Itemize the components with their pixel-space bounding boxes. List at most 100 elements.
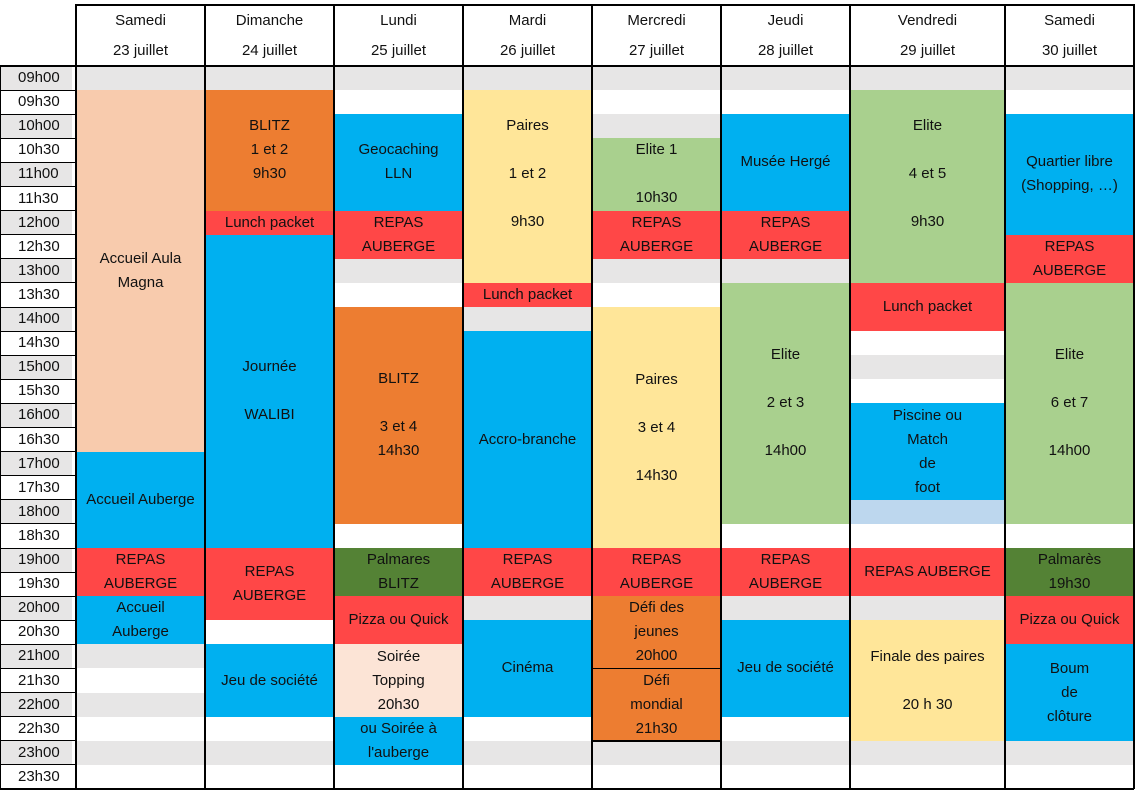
event-block[interactable]: Défi des jeunes 20h00 [592, 596, 721, 669]
event-block[interactable]: Paires 1 et 2 9h30 [463, 90, 592, 283]
column-divider [849, 4, 851, 789]
time-label: 22h00 [0, 692, 72, 717]
day-name: Samedi [1044, 12, 1095, 29]
event-block[interactable]: BLITZ 1 et 2 9h30 [205, 90, 334, 211]
time-label: 18h30 [0, 523, 72, 548]
day-name: Dimanche [235, 12, 304, 29]
event-block[interactable]: ou Soirée à l'auberge [334, 716, 463, 765]
time-label: 09h30 [0, 90, 72, 115]
day-date: 26 juillet [499, 42, 556, 59]
row-divider [0, 137, 76, 139]
row-divider [0, 306, 76, 308]
row-divider [0, 764, 76, 766]
time-label: 13h00 [0, 258, 72, 283]
time-label: 20h30 [0, 620, 72, 645]
event-block[interactable]: Lunch packet [850, 282, 1005, 332]
event-block[interactable]: Quartier libre (Shopping, …) [1005, 114, 1134, 235]
day-header: Lundi 25 juillet [334, 4, 463, 66]
time-label: 10h00 [0, 114, 72, 139]
event-block[interactable]: REPAS AUBERGE [592, 210, 721, 259]
row-divider [0, 547, 76, 549]
time-label: 19h00 [0, 548, 72, 572]
event-block[interactable]: Elite 1 10h30 [592, 138, 721, 211]
event-block[interactable]: Accueil Aula Magna [76, 90, 205, 452]
event-block[interactable]: REPAS AUBERGE [205, 548, 334, 621]
time-label: 21h30 [0, 668, 72, 693]
event-block[interactable]: Paires 3 et 4 14h30 [592, 307, 721, 548]
border-line [592, 667, 721, 669]
event-block[interactable]: Elite 2 et 3 14h00 [721, 282, 850, 524]
event-block[interactable]: REPAS AUBERGE [1005, 234, 1134, 283]
time-label: 17h00 [0, 451, 72, 476]
event-block[interactable]: REPAS AUBERGE [334, 210, 463, 259]
event-block[interactable]: REPAS AUBERGE [76, 548, 205, 597]
time-label: 11h00 [0, 162, 72, 187]
time-label: 23h30 [0, 764, 72, 789]
event-block[interactable]: Accueil Auberge [76, 451, 205, 548]
row-background [76, 740, 1134, 765]
time-label: 15h30 [0, 379, 72, 404]
event-block[interactable]: Elite 4 et 5 9h30 [850, 90, 1005, 283]
day-header: Jeudi 28 juillet [721, 4, 850, 66]
event-block[interactable]: REPAS AUBERGE [850, 548, 1005, 597]
event-block[interactable]: REPAS AUBERGE [721, 548, 850, 597]
event-block[interactable]: Accro-branche [463, 331, 592, 548]
row-divider [0, 643, 76, 645]
row-divider [0, 258, 76, 260]
event-block[interactable]: REPAS AUBERGE [463, 548, 592, 597]
row-divider [0, 427, 76, 428]
event-block[interactable]: Pizza ou Quick [1005, 596, 1134, 645]
event-block[interactable]: Journée WALIBI [205, 234, 334, 548]
day-name: Mercredi [627, 12, 686, 29]
event-block[interactable]: Jeu de société [205, 644, 334, 717]
event-block[interactable]: Finale des paires 20 h 30 [850, 620, 1005, 741]
event-block[interactable]: Palmares BLITZ [334, 548, 463, 597]
event-block[interactable]: REPAS AUBERGE [721, 210, 850, 259]
row-divider [0, 89, 76, 91]
time-label: 15h00 [0, 355, 72, 380]
column-divider [1004, 4, 1006, 789]
day-date: 24 juillet [241, 42, 298, 59]
event-block[interactable]: Soirée Topping 20h30 [334, 644, 463, 717]
event-block[interactable]: Palmarès 19h30 [1005, 548, 1134, 597]
event-block[interactable]: Piscine ou Match de foot [850, 403, 1005, 500]
event-block[interactable]: Pizza ou Quick [334, 596, 463, 645]
event-block[interactable]: BLITZ 3 et 4 14h30 [334, 307, 463, 524]
event-block[interactable]: Lunch packet [463, 282, 592, 307]
event-block[interactable]: Elite 6 et 7 14h00 [1005, 282, 1134, 524]
time-label: 23h00 [0, 740, 72, 765]
row-background [76, 66, 1134, 91]
column-divider [204, 4, 206, 789]
day-header: Samedi 30 juillet [1005, 4, 1134, 66]
day-header: Dimanche 24 juillet [205, 4, 334, 66]
day-name: Jeudi [767, 12, 804, 29]
day-date: 25 juillet [370, 42, 427, 59]
event-block[interactable]: Jeu de société [721, 620, 850, 717]
event-block[interactable]: Cinéma [463, 620, 592, 717]
row-divider [0, 113, 76, 115]
column-divider [0, 66, 1, 789]
time-label: 21h00 [0, 644, 72, 669]
border-line [76, 4, 1134, 6]
day-name: Vendredi [897, 12, 958, 29]
event-block[interactable]: REPAS AUBERGE [592, 548, 721, 597]
day-name: Mardi [508, 12, 547, 29]
event-block[interactable]: Musée Hergé [721, 114, 850, 211]
border-line [0, 788, 1134, 790]
column-divider [75, 4, 77, 789]
day-date: 23 juillet [112, 42, 169, 59]
event-block[interactable]: Lunch packet [205, 210, 334, 235]
row-background [76, 764, 1134, 789]
border-line [592, 739, 721, 742]
row-divider [0, 330, 76, 332]
event-block[interactable]: Boum de clôture [1005, 644, 1134, 741]
row-divider [0, 354, 76, 356]
event-block[interactable]: Défi mondial 21h30 [592, 668, 721, 741]
event-block[interactable]: Geocaching LLN [334, 114, 463, 211]
event-block[interactable]: Accueil Auberge [76, 596, 205, 645]
row-divider [0, 716, 76, 718]
event-block[interactable] [850, 499, 1005, 524]
time-label: 10h30 [0, 138, 72, 163]
column-divider [333, 4, 335, 789]
